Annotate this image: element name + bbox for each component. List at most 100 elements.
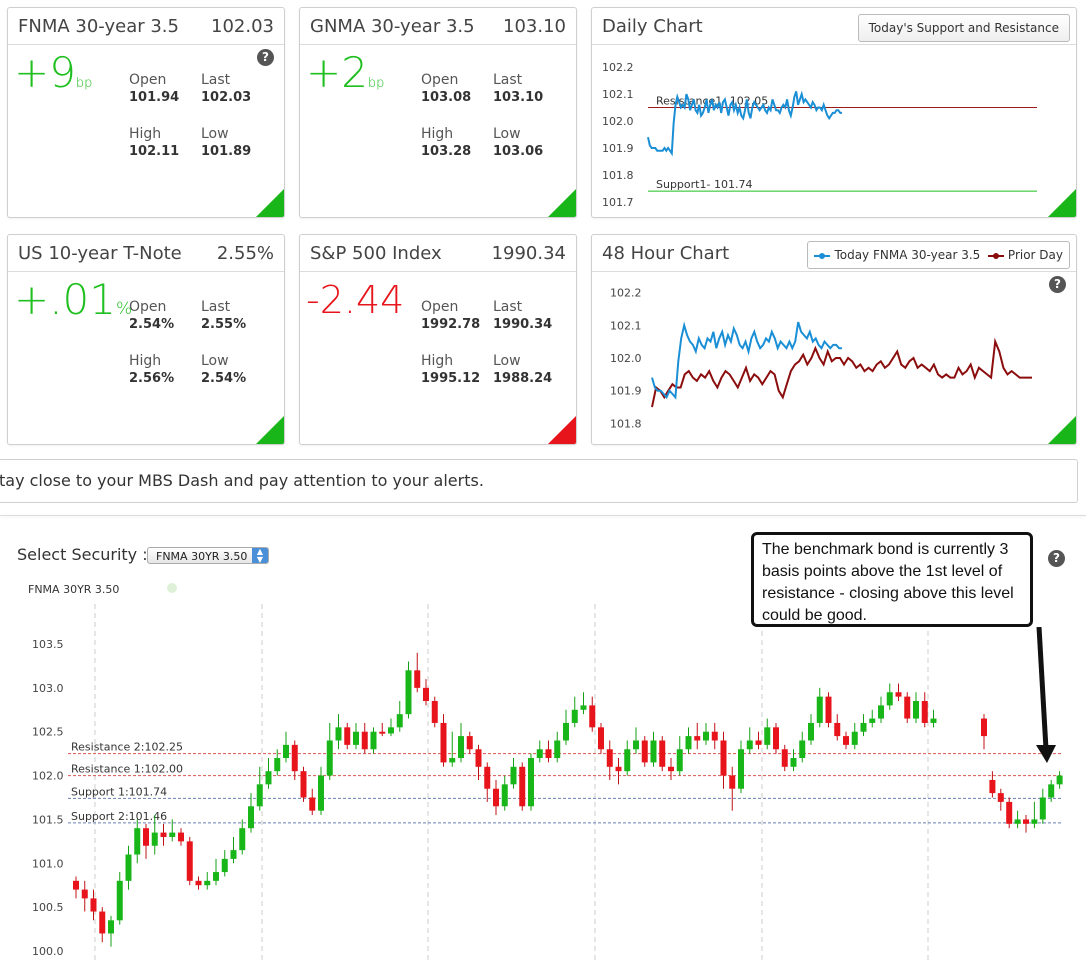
trend-up-indicator — [1048, 416, 1076, 444]
candle-body — [449, 758, 456, 763]
candle-body — [1006, 801, 1013, 824]
candle-body — [265, 771, 272, 785]
candle-body — [326, 740, 333, 776]
candle-body — [659, 740, 666, 767]
high-stat: High 103.28 — [421, 126, 472, 159]
last-stat: Last 2.55% — [201, 299, 247, 332]
section-divider — [0, 515, 1086, 516]
card-title: GNMA 30-year 3.5 — [310, 16, 475, 37]
candle-body — [230, 850, 237, 859]
annotation-callout: The benchmark bond is currently 3 basis … — [751, 532, 1033, 627]
trend-up-indicator — [548, 189, 576, 217]
candle-body — [981, 718, 987, 737]
candle-body — [423, 687, 429, 702]
candle-body — [108, 920, 114, 934]
trend-up-indicator — [256, 189, 284, 217]
candle-body — [125, 854, 132, 881]
trend-up-indicator — [1048, 189, 1076, 217]
y-tick-label: 102.1 — [610, 319, 642, 332]
candle-body — [116, 880, 123, 921]
last-stat: Last 103.10 — [493, 72, 544, 105]
help-icon[interactable]: ? — [257, 49, 274, 66]
card-header: FNMA 30-year 3.5 102.03 — [8, 8, 284, 45]
candle-body — [851, 731, 858, 745]
help-icon[interactable]: ? — [1049, 276, 1066, 293]
candle-body — [1056, 775, 1063, 785]
candle-body — [344, 727, 351, 745]
select-arrows-icon: ▲ ▼ — [252, 548, 268, 564]
alert-message-bar: tay close to your MBS Dash and pay atten… — [0, 459, 1078, 503]
candle-body — [195, 880, 202, 886]
security-select[interactable]: FNMA 30YR 3.50 ▲ ▼ — [147, 547, 269, 564]
candle-body — [388, 727, 394, 734]
candle-body — [536, 749, 543, 759]
resistance-label: Resistance 2:102.25 — [71, 741, 183, 754]
change-unit: bp — [75, 76, 93, 91]
candle-body — [160, 832, 167, 837]
candle-body — [484, 766, 491, 789]
hour48-chart-card[interactable]: 48 Hour Chart Today FNMA 30-year 3.5 Pri… — [591, 234, 1077, 445]
card-price: 1990.34 — [491, 243, 566, 264]
candle-body — [501, 784, 508, 807]
legend-prior-label: Prior Day — [1007, 248, 1063, 262]
candle-body — [711, 731, 718, 741]
candle-body — [598, 727, 604, 750]
open-stat: Open 1992.78 — [421, 299, 481, 332]
gnma-card[interactable]: GNMA 30-year 3.5 103.10 +2bp Open 103.08 … — [299, 7, 577, 218]
card-header: S&P 500 Index 1990.34 — [300, 235, 576, 272]
daily-chart-card[interactable]: Daily Chart Today's Support and Resistan… — [591, 7, 1077, 218]
card-title: S&P 500 Index — [310, 243, 442, 264]
card-price: 102.03 — [211, 16, 274, 37]
sp500-card[interactable]: S&P 500 Index 1990.34 -2.44 Open 1992.78 … — [299, 234, 577, 445]
candle-body — [825, 696, 832, 723]
candle-body — [335, 727, 342, 741]
support-label: Support 1:101.74 — [71, 785, 167, 798]
change-unit: bp — [367, 76, 385, 91]
candle-body — [90, 898, 97, 912]
change-value: +2bp — [306, 48, 385, 97]
candle-body — [1048, 784, 1055, 798]
candle-body — [606, 749, 613, 767]
open-stat: Open 103.08 — [421, 72, 472, 105]
candle-body — [886, 692, 893, 706]
candle-body — [633, 740, 639, 750]
candle-body — [510, 766, 517, 785]
trend-down-indicator — [548, 416, 576, 444]
change-value: +9bp — [14, 48, 93, 97]
card-title: US 10-year T-Note — [18, 243, 182, 264]
candle-body — [808, 722, 814, 741]
card-header: 48 Hour Chart Today FNMA 30-year 3.5 Pri… — [592, 235, 1076, 272]
candle-body — [256, 784, 263, 807]
card-title: Daily Chart — [602, 16, 703, 37]
resistance-label: Resistance 1:102.00 — [71, 763, 183, 776]
candle-body — [81, 889, 88, 899]
prior-day-line — [651, 337, 1032, 408]
low-stat: Low 2.54% — [201, 353, 247, 386]
security-select-value: FNMA 30YR 3.50 — [156, 550, 248, 563]
y-tick-label: 101.7 — [602, 196, 634, 209]
callout-arrow — [1036, 627, 1056, 763]
card-header: GNMA 30-year 3.5 103.10 — [300, 8, 576, 45]
candle-body — [99, 911, 106, 934]
y-tick-label: 101.8 — [610, 417, 642, 430]
change-unit: % — [116, 299, 133, 319]
candle-body — [746, 740, 753, 750]
candle-body — [997, 793, 1004, 802]
support-resistance-button[interactable]: Today's Support and Resistance — [857, 14, 1070, 42]
fnma-card[interactable]: FNMA 30-year 3.5 102.03 ? +9bp Open 101.9… — [7, 7, 285, 218]
candle-body — [834, 722, 841, 737]
candle-body — [764, 727, 771, 745]
y-tick-label: 101.8 — [602, 169, 634, 182]
high-stat: High 2.56% — [129, 353, 175, 386]
candle-body — [248, 806, 254, 829]
candle-body — [431, 701, 438, 723]
candle-body — [213, 872, 219, 881]
candle-body — [773, 727, 779, 750]
candle-body — [475, 749, 482, 767]
candle-body — [545, 749, 552, 759]
tnote-card[interactable]: US 10-year T-Note 2.55% +.01% Open 2.54% … — [7, 234, 285, 445]
candle-body — [1014, 819, 1021, 824]
card-title: FNMA 30-year 3.5 — [18, 16, 179, 37]
trend-up-indicator — [256, 416, 284, 444]
help-icon[interactable]: ? — [1048, 550, 1065, 567]
